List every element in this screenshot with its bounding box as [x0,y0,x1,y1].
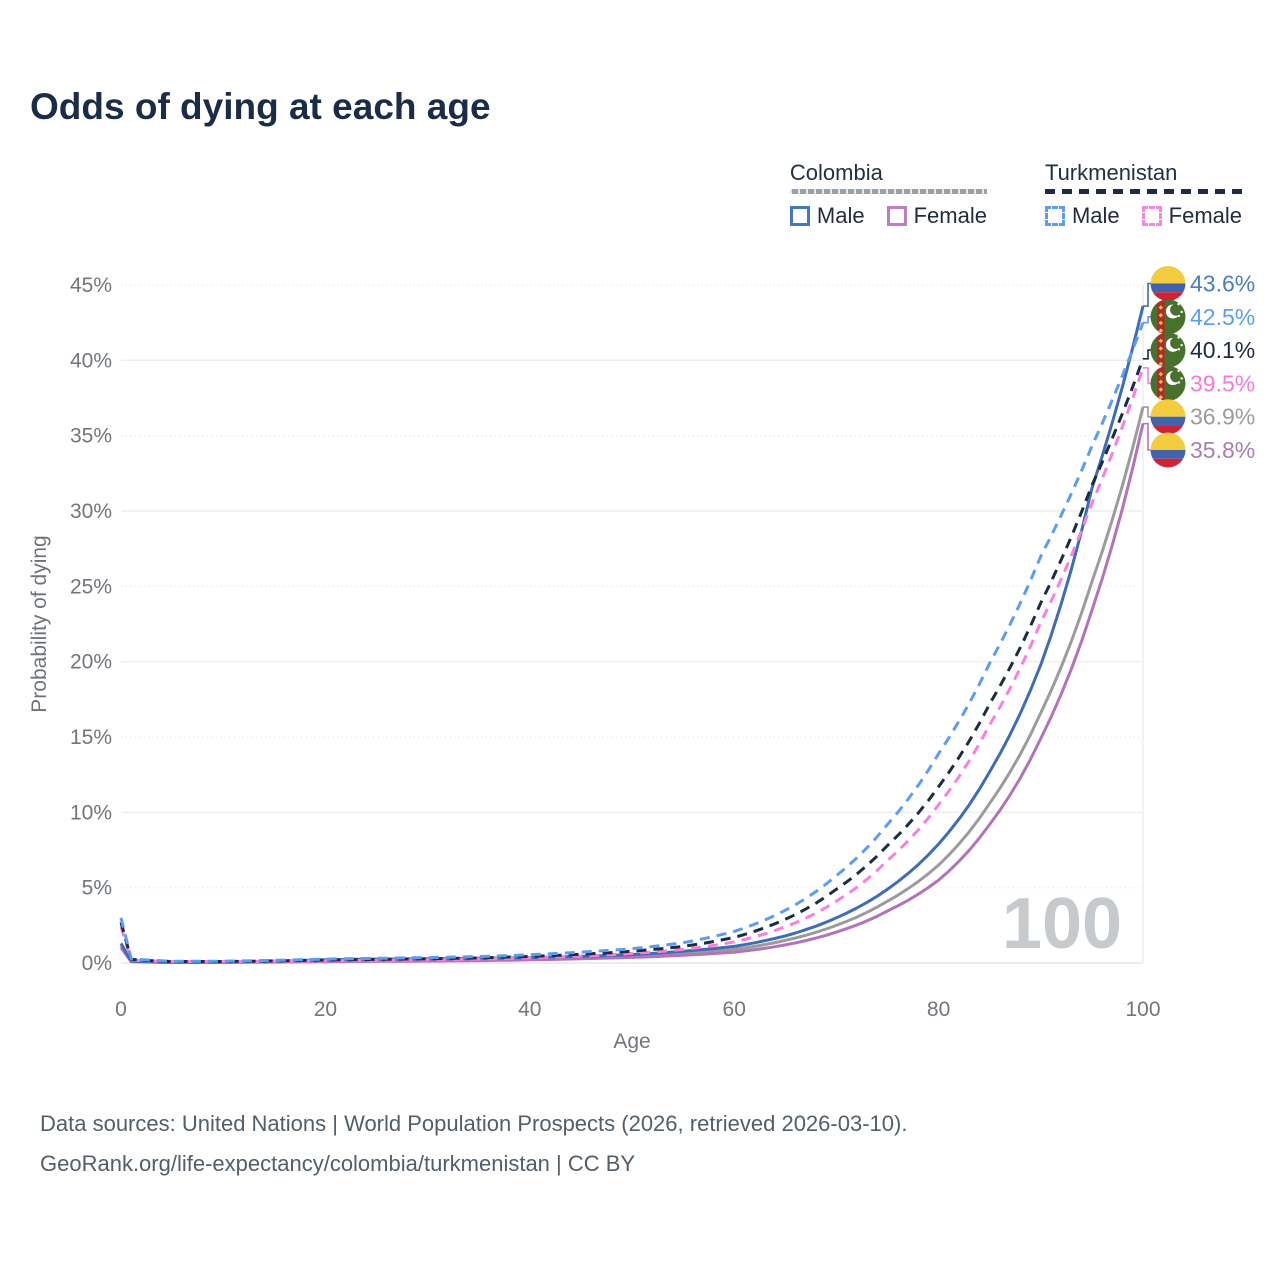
series-lines [119,305,1145,964]
end-label-turkmenistan-male: 42.5% [1190,304,1255,330]
axis-ticks: 0% 5% 10% 15% 20% 25% 30% 35% 40% 45% 0 20 40 60 80 100 [70,274,1161,1021]
end-label-turkmenistan-female: 39.5% [1190,370,1255,396]
legend-item-colombia-female[interactable]: Female [886,203,987,229]
age-counter-watermark: 100 [1002,884,1122,964]
end-label-colombia-all: 36.9% [1190,404,1255,430]
footer: Data sources: United Nations | World Pop… [40,1104,907,1184]
turkmenistan-female-swatch-icon [1141,206,1162,227]
page-title: Odds of dying at each age [30,86,491,127]
legend-country-colombia: Colombia [789,160,883,185]
y-tick-label: 45% [70,274,112,297]
colombia-male-swatch-icon [789,206,810,227]
gridlines [121,284,1144,964]
y-tick-label: 35% [70,425,112,448]
turkmenistan-line-style-swatch [1044,189,1242,195]
flag-colombia-icon [1150,266,1186,301]
end-labels: 43.6% 42.5% 40.1% 39.5% 36.9% 35.8% [1143,266,1255,468]
attribution-line: GeoRank.org/life-expectancy/colombia/tur… [40,1151,636,1177]
y-tick-label: 5% [82,877,112,900]
turkmenistan-male-swatch-icon [1044,206,1065,227]
legend-label: Female [1168,203,1242,229]
series-line-turkmenistan-female [119,367,1145,964]
x-tick-label: 100 [1125,998,1160,1021]
series-line-turkmenistan-all [119,358,1145,963]
y-tick-label: 25% [70,575,112,598]
y-axis-title: Probability of dying [28,535,51,712]
end-label-turkmenistan-all: 40.1% [1190,337,1255,363]
legend: Colombia Male Female Turkmenistan Male [789,160,1242,229]
flag-colombia-icon [1150,399,1186,435]
flag-turkmenistan-icon [1150,365,1186,401]
series-line-colombia-female [119,423,1145,964]
data-sources-line: Data sources: United Nations | World Pop… [40,1111,908,1136]
x-tick-label: 60 [723,998,746,1021]
flag-turkmenistan-icon [1150,299,1186,335]
x-tick-label: 0 [115,998,127,1021]
legend-group-colombia: Colombia Male Female [789,160,987,229]
mortality-line-chart[interactable]: 0% 5% 10% 15% 20% 25% 30% 35% 40% 45% 0 20 40 60 80 100… [0,0,1280,1080]
end-label-colombia-female: 35.8% [1190,437,1255,463]
x-axis-title: Age [613,1030,650,1053]
end-label-colombia-male: 43.6% [1190,271,1255,297]
y-tick-label: 20% [70,651,112,674]
colombia-line-style-swatch [789,189,987,195]
legend-label: Female [913,203,987,229]
x-tick-label: 40 [518,998,541,1021]
y-tick-label: 10% [70,801,112,824]
legend-country-turkmenistan: Turkmenistan [1044,160,1178,185]
colombia-female-swatch-icon [886,206,907,227]
x-tick-label: 80 [927,998,950,1021]
flag-colombia-icon [1150,432,1186,468]
x-tick-label: 20 [314,998,337,1021]
y-tick-label: 0% [82,952,112,975]
flag-turkmenistan-icon [1150,332,1186,368]
series-line-colombia-male [119,305,1145,964]
legend-item-colombia-male[interactable]: Male [789,203,865,229]
legend-item-turkmenistan-male[interactable]: Male [1044,203,1120,229]
series-line-turkmenistan-male [119,322,1145,963]
y-tick-label: 30% [70,500,112,523]
series-line-colombia-all [119,406,1145,964]
y-tick-label: 15% [70,726,112,749]
legend-group-turkmenistan: Turkmenistan Male Female [1044,160,1242,229]
y-tick-label: 40% [70,349,112,372]
legend-label: Male [816,203,865,229]
legend-label: Male [1071,203,1120,229]
legend-item-turkmenistan-female[interactable]: Female [1141,203,1242,229]
